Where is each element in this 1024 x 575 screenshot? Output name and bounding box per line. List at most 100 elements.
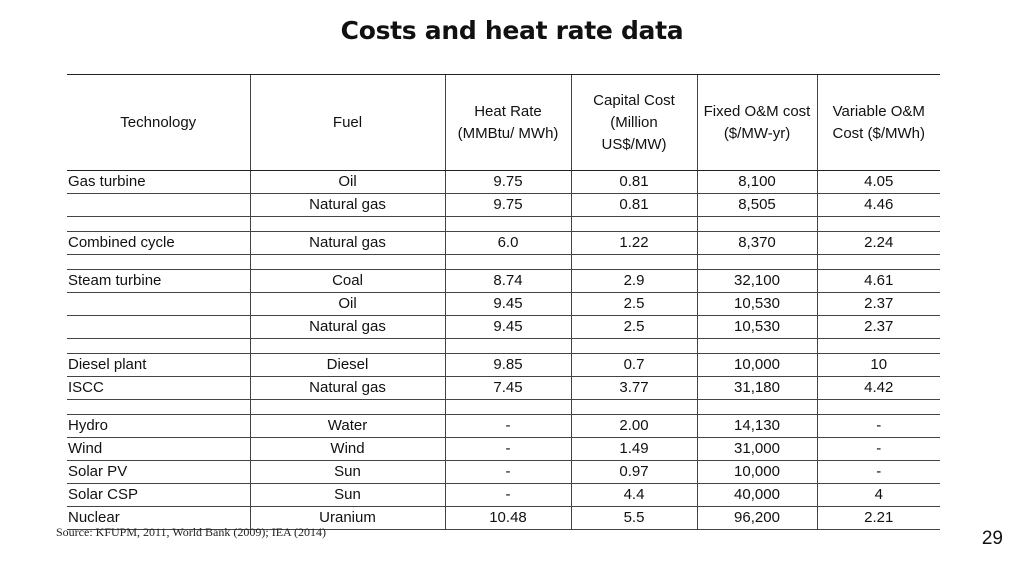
table-header-row: Technology Fuel Heat Rate (MMBtu/ MWh) Ca… <box>67 74 940 171</box>
cell-variable: 4 <box>816 483 940 507</box>
cell-capital: 2.5 <box>570 292 697 316</box>
cell-technology: ISCC <box>67 376 250 400</box>
cell-fixed: 32,100 <box>696 269 817 293</box>
cell-variable: 10 <box>816 353 940 377</box>
cell-heat-rate: - <box>444 460 571 484</box>
cell-technology: Solar CSP <box>67 483 250 507</box>
table-row: Natural gas 9.75 0.81 8,505 4.46 <box>67 193 940 217</box>
cell-fixed: 40,000 <box>696 483 817 507</box>
cell-fuel: Wind <box>249 437 445 461</box>
cell-fuel: Coal <box>249 269 445 293</box>
cell-fixed: 96,200 <box>696 506 817 530</box>
cell-fixed: 8,370 <box>696 231 817 255</box>
cell-fuel: Diesel <box>249 353 445 377</box>
cell-fixed: 8,505 <box>696 193 817 217</box>
cell-fixed: 31,180 <box>696 376 817 400</box>
spacer-row <box>67 216 940 232</box>
page-number: 29 <box>981 528 1003 549</box>
cell-variable: 4.61 <box>816 269 940 293</box>
cell-fixed: 10,000 <box>696 460 817 484</box>
cell-fuel: Natural gas <box>249 315 445 339</box>
cell-technology: Solar PV <box>67 460 250 484</box>
cell-variable: 2.24 <box>816 231 940 255</box>
cell-capital: 0.7 <box>570 353 697 377</box>
table-row: Solar PV Sun -0.97 10,000- <box>67 460 940 484</box>
table-row: Solar CSP Sun -4.4 40,000 4 <box>67 483 940 507</box>
table-row: Gas turbine Oil 9.75 0.81 8,100 4.05 <box>67 170 940 194</box>
cell-technology: Gas turbine <box>67 170 250 194</box>
table-row: Nuclear Uranium 10.48 5.5 96,200 2.21 <box>67 506 940 530</box>
cell-variable: 4.05 <box>816 170 940 194</box>
cell-heat-rate: 9.45 <box>444 315 571 339</box>
cell-fixed: 8,100 <box>696 170 817 194</box>
spacer-row <box>67 399 940 415</box>
cell-technology <box>67 315 250 339</box>
cell-capital: 0.97 <box>570 460 697 484</box>
spacer-row <box>67 254 940 270</box>
cell-capital: 2.9 <box>570 269 697 293</box>
cell-fuel: Oil <box>249 170 445 194</box>
cell-capital: 0.81 <box>570 170 697 194</box>
cell-heat-rate: 10.48 <box>444 506 571 530</box>
cell-fuel: Natural gas <box>249 376 445 400</box>
cell-variable: - <box>816 460 940 484</box>
cell-heat-rate: 9.75 <box>444 170 571 194</box>
cell-fixed: 10,000 <box>696 353 817 377</box>
cell-variable: 4.42 <box>816 376 940 400</box>
table-row: Oil 9.45 2.5 10,530 2.37 <box>67 292 940 316</box>
cell-variable: 2.37 <box>816 315 940 339</box>
cell-heat-rate: - <box>444 483 571 507</box>
table-row: Natural gas 9.45 2.5 10,530 2.37 <box>67 315 940 339</box>
cell-capital: 1.49 <box>570 437 697 461</box>
cell-heat-rate: 8.74 <box>444 269 571 293</box>
header-technology: Technology <box>67 74 250 171</box>
table-row: Combined cycle Natural gas 6.0 1.22 8,370 2.2… <box>67 231 940 255</box>
cell-variable: 4.46 <box>816 193 940 217</box>
cell-heat-rate: - <box>444 437 571 461</box>
cell-heat-rate: - <box>444 414 571 438</box>
cell-fixed: 31,000 <box>696 437 817 461</box>
cell-heat-rate: 9.85 <box>444 353 571 377</box>
cell-technology: Steam turbine <box>67 269 250 293</box>
cell-technology: Diesel plant <box>67 353 250 377</box>
cell-fuel: Natural gas <box>249 231 445 255</box>
cell-technology <box>67 292 250 316</box>
cell-fuel: Uranium <box>249 506 445 530</box>
cell-fuel: Natural gas <box>249 193 445 217</box>
cell-fixed: 14,130 <box>696 414 817 438</box>
cell-fixed: 10,530 <box>696 292 817 316</box>
table-row: ISCC Natural gas 7.45 3.77 31,180 4.42 <box>67 376 940 400</box>
cell-variable: 2.21 <box>816 506 940 530</box>
table-row: Wind Wind -1.49 31,000- <box>67 437 940 461</box>
cell-fixed: 10,530 <box>696 315 817 339</box>
header-heat-rate: Heat Rate (MMBtu/ MWh) <box>444 74 571 171</box>
cell-heat-rate: 9.75 <box>444 193 571 217</box>
cell-heat-rate: 9.45 <box>444 292 571 316</box>
cell-technology: Combined cycle <box>67 231 250 255</box>
cell-technology: Wind <box>67 437 250 461</box>
cell-capital: 5.5 <box>570 506 697 530</box>
table-row: Steam turbine Coal 8.74 2.9 32,100 4.61 <box>67 269 940 293</box>
header-capital-cost: Capital Cost (Million US$/MW) <box>570 74 697 171</box>
table-row: Diesel plant Diesel 9.85 0.7 10,000 10 <box>67 353 940 377</box>
cell-capital: 4.4 <box>570 483 697 507</box>
cell-technology: Hydro <box>67 414 250 438</box>
cell-capital: 0.81 <box>570 193 697 217</box>
cell-capital: 3.77 <box>570 376 697 400</box>
cell-capital: 2.00 <box>570 414 697 438</box>
cell-fuel: Sun <box>249 460 445 484</box>
cell-fuel: Water <box>249 414 445 438</box>
source-note: Source: KFUPM, 2011, World Bank (2009); … <box>56 525 327 539</box>
cell-capital: 2.5 <box>570 315 697 339</box>
page-title: Costs and heat rate data <box>340 16 684 45</box>
cell-variable: 2.37 <box>816 292 940 316</box>
cell-heat-rate: 7.45 <box>444 376 571 400</box>
table-row: Hydro Water -2.00 14,130- <box>67 414 940 438</box>
cell-fuel: Sun <box>249 483 445 507</box>
cell-technology: Nuclear <box>67 506 250 530</box>
cell-variable: - <box>816 437 940 461</box>
spacer-row <box>67 338 940 354</box>
cost-table: Technology Fuel Heat Rate (MMBtu/ MWh) Ca… <box>67 74 940 530</box>
cell-heat-rate: 6.0 <box>444 231 571 255</box>
cell-fuel: Oil <box>249 292 445 316</box>
